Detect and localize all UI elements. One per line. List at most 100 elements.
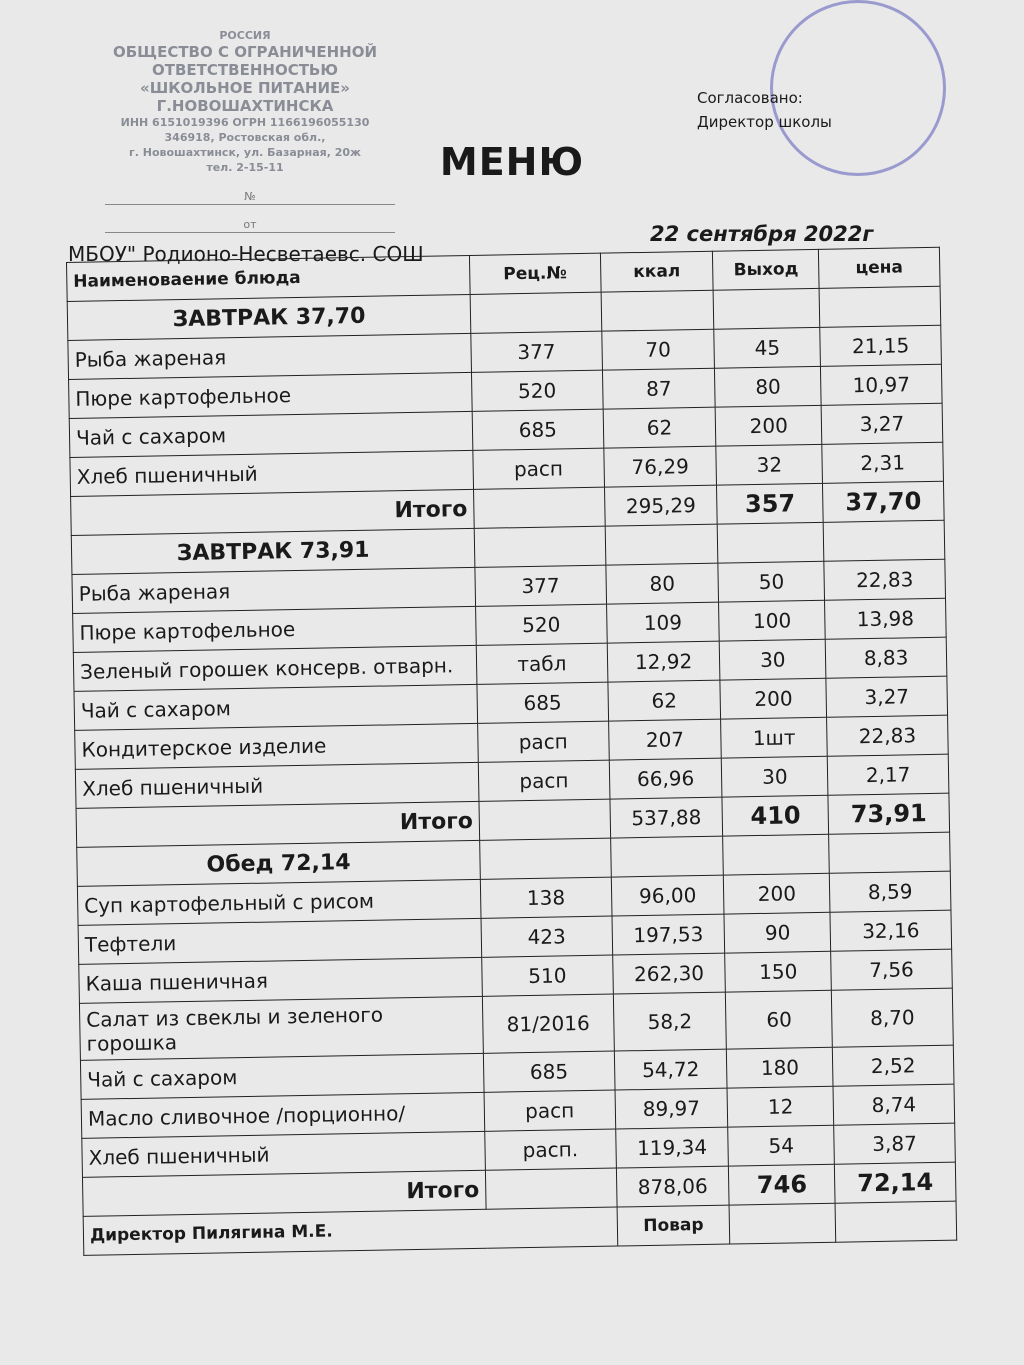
dish-cell: 21,15 bbox=[819, 325, 942, 367]
empty-cell bbox=[474, 526, 606, 568]
dish-cell: 207 bbox=[608, 719, 722, 761]
date-label: от bbox=[243, 218, 257, 231]
approval-text: Согласовано: bbox=[697, 89, 803, 107]
dish-cell: 3,27 bbox=[825, 676, 948, 718]
empty-cell bbox=[723, 834, 830, 876]
empty-cell bbox=[819, 286, 941, 328]
approval: Согласовано: Директор школы bbox=[697, 86, 832, 134]
dish-cell: 54,72 bbox=[613, 1049, 728, 1091]
dish-cell: 377 bbox=[470, 331, 603, 373]
dish-cell: 685 bbox=[483, 1051, 615, 1093]
total-output: 410 bbox=[722, 795, 829, 837]
empty-cell bbox=[828, 832, 951, 874]
stamp-line: г. Новошахтинск, ул. Базарная, 20ж bbox=[129, 146, 361, 159]
number-label: № bbox=[244, 190, 256, 203]
dish-cell: расп bbox=[472, 448, 605, 490]
dish-cell: 62 bbox=[602, 407, 717, 449]
dish-cell: 377 bbox=[474, 565, 607, 607]
dish-cell: расп bbox=[477, 721, 609, 763]
dish-cell: 87 bbox=[602, 368, 716, 410]
dish-cell: 2,52 bbox=[832, 1045, 954, 1087]
column-header: ккал bbox=[600, 251, 714, 293]
dish-cell: 60 bbox=[725, 990, 833, 1050]
total-kcal: 295,29 bbox=[604, 485, 718, 527]
dish-cell: расп bbox=[484, 1090, 616, 1132]
empty-cell bbox=[479, 838, 611, 880]
dish-cell: 1шт bbox=[721, 717, 828, 759]
stamp-line: ОТВЕТСТВЕННОСТЬЮ bbox=[152, 61, 338, 79]
empty-cell bbox=[823, 520, 945, 562]
dish-cell: 3,87 bbox=[833, 1123, 956, 1165]
approval-director: Директор школы bbox=[697, 113, 832, 131]
dish-cell: 262,30 bbox=[612, 953, 726, 995]
stamp-line: «ШКОЛЬНОЕ ПИТАНИЕ» bbox=[140, 79, 350, 97]
dish-cell: 70 bbox=[601, 329, 715, 371]
dish-cell: 96,00 bbox=[610, 875, 725, 917]
dish-cell: 30 bbox=[719, 639, 826, 681]
stamp-line: ОБЩЕСТВО С ОГРАНИЧЕННОЙ bbox=[113, 43, 377, 61]
total-kcal: 537,88 bbox=[609, 797, 724, 839]
form-line: от bbox=[105, 218, 395, 233]
dish-cell: 8,83 bbox=[825, 637, 947, 679]
dish-cell: 8,74 bbox=[833, 1084, 955, 1126]
dish-cell: 22,83 bbox=[823, 559, 946, 601]
dish-cell: 80 bbox=[714, 366, 822, 408]
empty-cell bbox=[713, 288, 820, 330]
dish-cell: 50 bbox=[718, 561, 825, 603]
dish-cell: 685 bbox=[476, 682, 609, 724]
dish-cell: 32 bbox=[716, 444, 823, 486]
total-output: 357 bbox=[716, 483, 824, 525]
title: МЕНЮ bbox=[439, 140, 585, 184]
dish-cell: 685 bbox=[472, 409, 604, 451]
dish-cell: 200 bbox=[723, 873, 831, 915]
dish-cell: 12,92 bbox=[606, 641, 721, 683]
total-kcal: 878,06 bbox=[616, 1166, 730, 1208]
dish-cell: 109 bbox=[606, 602, 720, 644]
dish-cell: 520 bbox=[471, 370, 603, 412]
form-line: № bbox=[105, 190, 395, 205]
dish-cell: 81/2016 bbox=[482, 994, 614, 1054]
school: МБОУ" Родионо-Несветаевс. СОШ bbox=[68, 242, 424, 266]
total-output: 746 bbox=[728, 1164, 836, 1206]
stamp-line: ИНН 6151019396 ОГРН 1166196055130 bbox=[120, 116, 370, 129]
dish-cell: 30 bbox=[721, 756, 829, 798]
dish-cell: 10,97 bbox=[820, 364, 943, 406]
dish-cell: 520 bbox=[475, 604, 607, 646]
dish-cell: 8,70 bbox=[831, 988, 954, 1048]
dish-cell: 2,31 bbox=[821, 442, 944, 484]
dish-cell: 90 bbox=[724, 912, 831, 954]
dish-cell: 3,27 bbox=[821, 403, 943, 445]
stamp-line: тел. 2-15-11 bbox=[206, 161, 284, 174]
empty-cell bbox=[600, 290, 715, 332]
empty-cell bbox=[717, 522, 824, 564]
dish-cell: 54 bbox=[728, 1125, 835, 1167]
dish-cell: 197,53 bbox=[611, 914, 726, 956]
footer-cook: Повар bbox=[616, 1205, 731, 1247]
dish-cell: 8,59 bbox=[829, 871, 951, 913]
total-price: 73,91 bbox=[828, 793, 950, 835]
menu-table: Наименоваение блюда Рец.№ ккал Выход цена ЗАВ… bbox=[66, 247, 957, 1256]
empty-cell bbox=[835, 1201, 957, 1243]
stamp-line: Г.НОВОШАХТИНСКА bbox=[156, 97, 334, 115]
dish-cell: 100 bbox=[718, 600, 826, 642]
dish-cell: 66,96 bbox=[608, 758, 723, 800]
dish-cell: 12 bbox=[727, 1086, 834, 1128]
dish-cell: 76,29 bbox=[603, 446, 717, 488]
dish-cell: 22,83 bbox=[826, 715, 949, 757]
date: 22 сентября 2022г bbox=[650, 222, 874, 246]
empty-cell bbox=[478, 799, 611, 841]
dish-cell: 45 bbox=[714, 327, 821, 369]
total-price: 72,14 bbox=[834, 1162, 957, 1204]
dish-cell: 89,97 bbox=[614, 1088, 729, 1130]
dish-cell: 58,2 bbox=[612, 992, 727, 1052]
total-price: 37,70 bbox=[822, 481, 945, 523]
dish-cell: 510 bbox=[481, 955, 613, 997]
stamp: РОССИЯ ОБЩЕСТВО С ОГРАНИЧЕННОЙ ОТВЕТСТВЕНН… bbox=[95, 28, 395, 175]
empty-cell bbox=[729, 1203, 836, 1245]
dish-cell: 7,56 bbox=[830, 949, 953, 991]
column-header: Выход bbox=[712, 249, 820, 291]
dish-cell: 138 bbox=[480, 877, 612, 919]
dish-cell: 423 bbox=[481, 916, 613, 958]
dish-cell: 200 bbox=[720, 678, 827, 720]
